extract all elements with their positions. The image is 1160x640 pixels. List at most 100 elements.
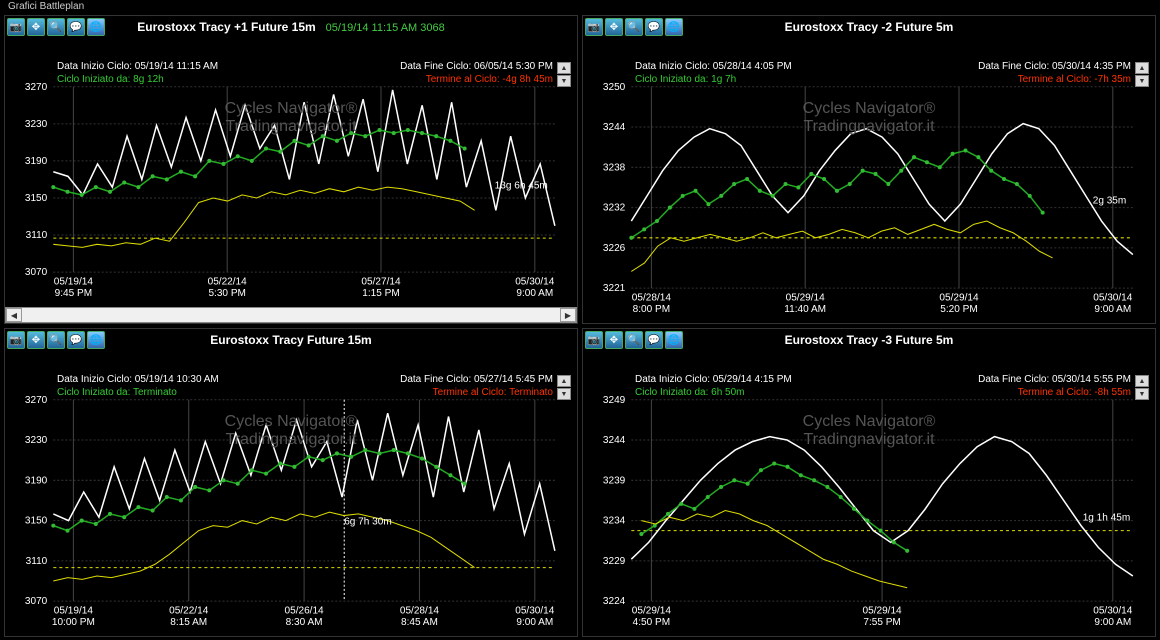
- scroll-left-icon[interactable]: ◀: [6, 308, 22, 322]
- chart-grid: 📷✥🔍💬🌐Eurostoxx Tracy +1 Future 15m 05/19…: [0, 13, 1160, 639]
- svg-text:3249: 3249: [603, 395, 626, 406]
- globe-icon[interactable]: 🌐: [87, 331, 105, 349]
- svg-text:05/29/14: 05/29/14: [939, 292, 978, 303]
- cycle-info-left: Data Inizio Ciclo: 05/19/14 10:30 AMCicl…: [57, 373, 219, 399]
- svg-text:4:50 PM: 4:50 PM: [633, 617, 670, 628]
- svg-text:9:00 AM: 9:00 AM: [1094, 304, 1131, 315]
- scroll-up-icon[interactable]: ▲: [557, 62, 571, 74]
- svg-text:3270: 3270: [25, 395, 48, 406]
- svg-text:11:40 AM: 11:40 AM: [784, 304, 826, 315]
- scroll-down-icon[interactable]: ▼: [1135, 388, 1149, 400]
- search-icon[interactable]: 🔍: [47, 18, 65, 36]
- scroll-up-icon[interactable]: ▲: [1135, 62, 1149, 74]
- svg-text:5:20 PM: 5:20 PM: [940, 304, 977, 315]
- svg-text:3230: 3230: [25, 435, 48, 446]
- chart-area: Data Inizio Ciclo: 05/28/14 4:05 PMCiclo…: [587, 60, 1151, 319]
- chart-svg: 30703110315031903230327005/19/1410:00 PM…: [9, 373, 573, 632]
- svg-text:05/30/14: 05/30/14: [515, 276, 554, 287]
- chart-area: Data Inizio Ciclo: 05/29/14 4:15 PMCiclo…: [587, 373, 1151, 632]
- svg-text:05/27/14: 05/27/14: [361, 276, 400, 287]
- svg-text:05/28/14: 05/28/14: [400, 605, 439, 616]
- svg-text:13g 6h 45m: 13g 6h 45m: [495, 181, 548, 192]
- svg-text:3238: 3238: [603, 162, 626, 173]
- search-icon[interactable]: 🔍: [47, 331, 65, 349]
- globe-icon[interactable]: 🌐: [87, 18, 105, 36]
- svg-text:3232: 3232: [603, 203, 626, 214]
- camera-icon[interactable]: 📷: [7, 331, 25, 349]
- svg-text:05/22/14: 05/22/14: [208, 276, 247, 287]
- svg-text:10:00 PM: 10:00 PM: [52, 617, 95, 628]
- horizontal-scrollbar[interactable]: ◀▶: [5, 307, 577, 323]
- svg-text:05/30/14: 05/30/14: [1093, 292, 1132, 303]
- svg-text:05/28/14: 05/28/14: [632, 292, 671, 303]
- scroll-right-icon[interactable]: ▶: [560, 308, 576, 322]
- svg-text:1g 1h 45m: 1g 1h 45m: [1083, 513, 1131, 524]
- chart-panel-p2: 📷✥🔍💬🌐Eurostoxx Tracy -2 Future 5mData In…: [582, 15, 1156, 324]
- svg-text:3230: 3230: [25, 119, 48, 130]
- camera-icon[interactable]: 📷: [585, 331, 603, 349]
- chart-area: Data Inizio Ciclo: 05/19/14 11:15 AMCicl…: [9, 60, 573, 303]
- svg-text:6g 7h 30m: 6g 7h 30m: [344, 517, 392, 528]
- chart-svg: 32243229323432393244324905/29/144:50 PM0…: [587, 373, 1151, 632]
- svg-text:8:30 AM: 8:30 AM: [286, 617, 323, 628]
- svg-text:3110: 3110: [26, 230, 48, 241]
- chart-panel-p4: 📷✥🔍💬🌐Eurostoxx Tracy -3 Future 5mData In…: [582, 328, 1156, 637]
- chat-icon[interactable]: 💬: [67, 18, 85, 36]
- svg-text:05/29/14: 05/29/14: [863, 605, 902, 616]
- svg-text:1:15 PM: 1:15 PM: [362, 288, 399, 299]
- scroll-up-icon[interactable]: ▲: [1135, 375, 1149, 387]
- globe-icon[interactable]: 🌐: [665, 331, 683, 349]
- svg-text:05/22/14: 05/22/14: [169, 605, 208, 616]
- scroll-down-icon[interactable]: ▼: [557, 75, 571, 87]
- svg-text:3244: 3244: [603, 122, 626, 133]
- cycle-info-right: Data Fine Ciclo: 05/30/14 5:55 PMTermine…: [978, 373, 1131, 399]
- camera-icon[interactable]: 📷: [585, 18, 603, 36]
- expand-icon[interactable]: ✥: [605, 331, 623, 349]
- svg-text:05/19/14: 05/19/14: [54, 276, 93, 287]
- chart-toolbar: 📷✥🔍💬🌐: [5, 16, 577, 38]
- chart-area: Data Inizio Ciclo: 05/19/14 10:30 AMCicl…: [9, 373, 573, 632]
- svg-text:3070: 3070: [25, 596, 48, 607]
- search-icon[interactable]: 🔍: [625, 331, 643, 349]
- window-header: Grafici Battleplan: [0, 0, 1160, 13]
- svg-text:3221: 3221: [603, 283, 626, 294]
- camera-icon[interactable]: 📷: [7, 18, 25, 36]
- cycle-info-right: Data Fine Ciclo: 05/30/14 4:35 PMTermine…: [978, 60, 1131, 86]
- svg-text:3250: 3250: [603, 82, 626, 93]
- svg-text:9:45 PM: 9:45 PM: [55, 288, 92, 299]
- svg-text:3244: 3244: [603, 435, 626, 446]
- svg-text:3150: 3150: [25, 193, 48, 204]
- svg-text:05/26/14: 05/26/14: [285, 605, 324, 616]
- scroll-down-icon[interactable]: ▼: [1135, 75, 1149, 87]
- svg-text:3190: 3190: [25, 156, 48, 167]
- svg-text:8:00 PM: 8:00 PM: [633, 304, 670, 315]
- svg-text:05/30/14: 05/30/14: [1093, 605, 1132, 616]
- scroll-up-icon[interactable]: ▲: [557, 375, 571, 387]
- y-scroll-top: ▲▼: [1135, 375, 1149, 400]
- globe-icon[interactable]: 🌐: [665, 18, 683, 36]
- svg-text:9:00 AM: 9:00 AM: [516, 288, 553, 299]
- chart-svg: 3221 3226 3232 3238 3244 3250 05/28/148:00 PM 0…: [587, 60, 1151, 319]
- search-icon[interactable]: 🔍: [625, 18, 643, 36]
- svg-text:3234: 3234: [603, 516, 626, 527]
- expand-icon[interactable]: ✥: [27, 18, 45, 36]
- y-scroll-top: ▲▼: [557, 62, 571, 87]
- expand-icon[interactable]: ✥: [27, 331, 45, 349]
- chat-icon[interactable]: 💬: [645, 331, 663, 349]
- svg-text:9:00 AM: 9:00 AM: [1094, 617, 1131, 628]
- svg-text:05/19/14: 05/19/14: [54, 605, 93, 616]
- chat-icon[interactable]: 💬: [645, 18, 663, 36]
- chart-panel-p3: 📷✥🔍💬🌐Eurostoxx Tracy Future 15mData Iniz…: [4, 328, 578, 637]
- chart-toolbar: 📷✥🔍💬🌐: [5, 329, 577, 351]
- y-scroll-top: ▲▼: [1135, 62, 1149, 87]
- chat-icon[interactable]: 💬: [67, 331, 85, 349]
- svg-text:3226: 3226: [603, 243, 626, 254]
- svg-text:5:30 PM: 5:30 PM: [208, 288, 245, 299]
- svg-text:05/29/14: 05/29/14: [786, 292, 825, 303]
- chart-toolbar: 📷✥🔍💬🌐: [583, 16, 1155, 38]
- svg-text:2g 35m: 2g 35m: [1093, 195, 1127, 206]
- svg-text:9:00 AM: 9:00 AM: [516, 617, 553, 628]
- expand-icon[interactable]: ✥: [605, 18, 623, 36]
- scroll-down-icon[interactable]: ▼: [557, 388, 571, 400]
- scrollbar-track[interactable]: [22, 308, 560, 322]
